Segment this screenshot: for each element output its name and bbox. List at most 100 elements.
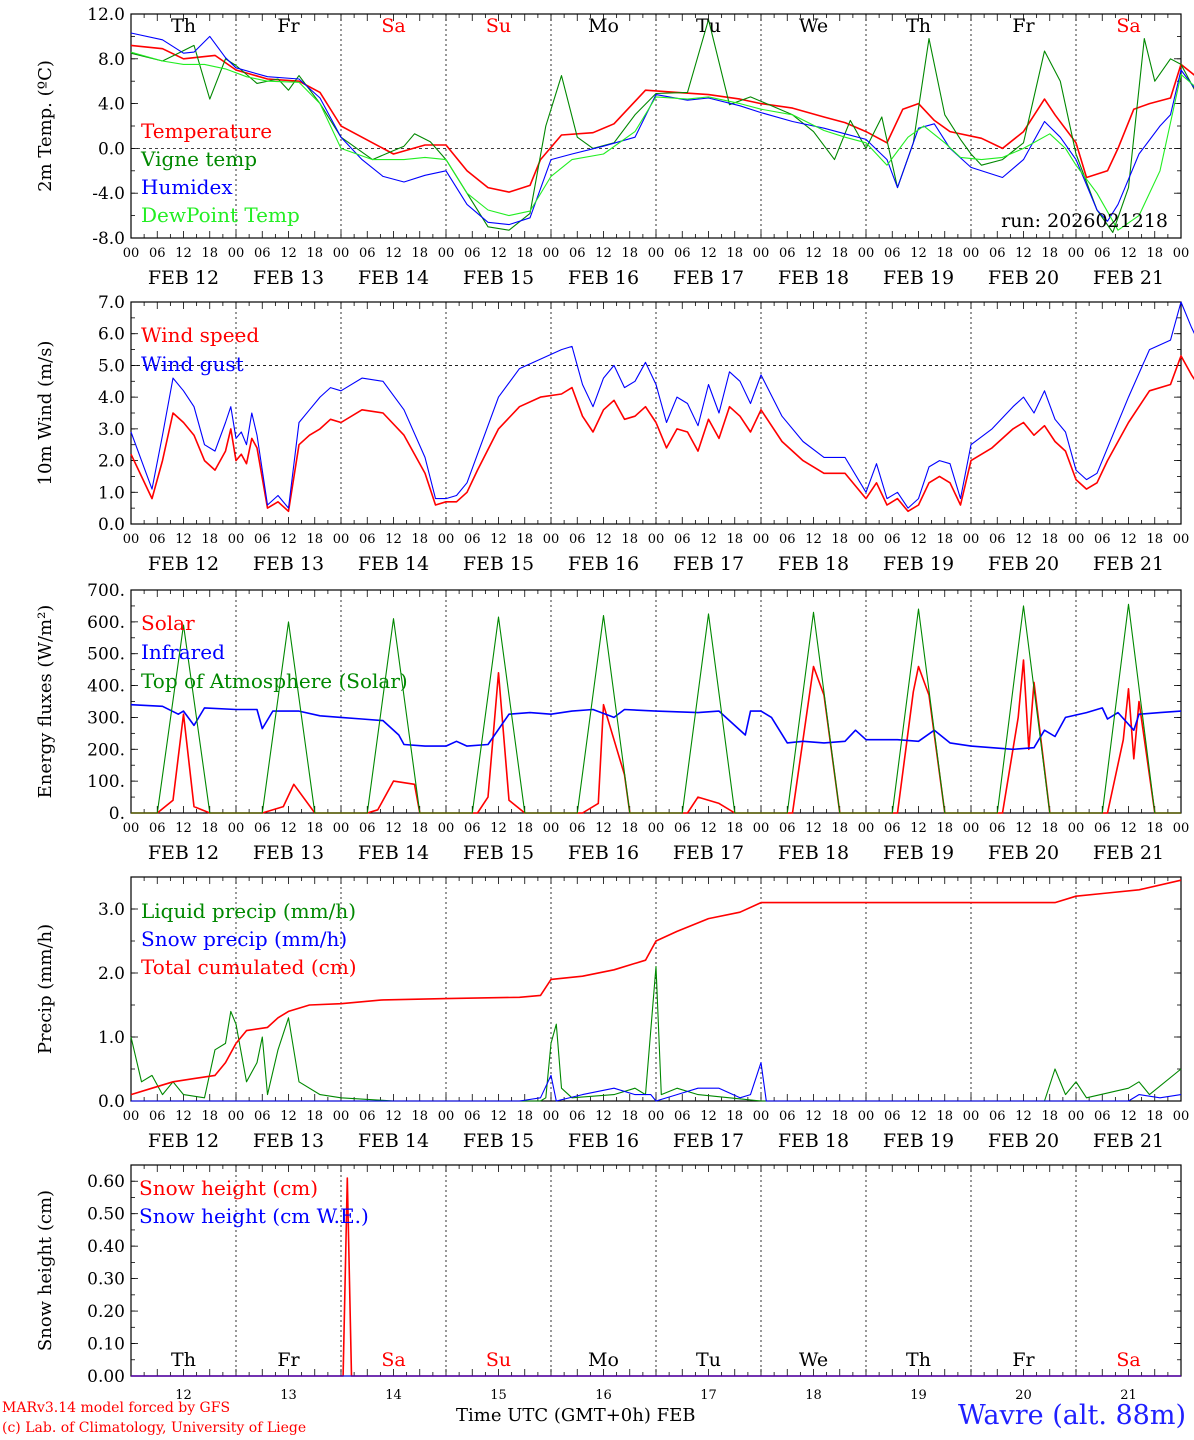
hour-tick-label: 12 xyxy=(595,1109,612,1124)
credit-lab: (c) Lab. of Climatology, University of L… xyxy=(2,1420,307,1436)
hour-tick-label: 18 xyxy=(936,246,953,261)
date-label: FEB 19 xyxy=(883,842,954,864)
hour-tick-label: 12 xyxy=(700,532,717,547)
hour-tick-label: 06 xyxy=(254,821,271,836)
y-tick-label: 1.0 xyxy=(98,483,125,503)
date-label: FEB 19 xyxy=(883,553,954,575)
hour-tick-label: 18 xyxy=(1041,246,1058,261)
legend-entry: Humidex xyxy=(141,175,233,199)
hour-tick-label: 06 xyxy=(674,532,691,547)
date-label: FEB 18 xyxy=(778,553,849,575)
y-tick-label: 3.0 xyxy=(98,900,125,920)
hour-tick-label: 12 xyxy=(280,821,297,836)
series-line-total-cumulated-cm- xyxy=(130,879,1182,1096)
hour-tick-label: 00 xyxy=(648,1109,665,1124)
hour-tick-label: 12 xyxy=(385,1109,402,1124)
hour-tick-label: 06 xyxy=(884,821,901,836)
hour-tick-label: 18 xyxy=(306,821,323,836)
date-label: FEB 15 xyxy=(463,553,534,575)
weekday-label: Su xyxy=(486,15,511,37)
day-number-label: 12 xyxy=(175,1388,192,1400)
hour-tick-label: 18 xyxy=(726,532,743,547)
hour-tick-label: 12 xyxy=(595,821,612,836)
weekday-label: Fr xyxy=(1012,15,1035,37)
hour-tick-label: 00 xyxy=(1173,821,1190,836)
date-label: FEB 13 xyxy=(253,553,324,575)
hour-tick-label: 06 xyxy=(674,821,691,836)
hour-tick-label: 12 xyxy=(805,532,822,547)
hour-tick-label: 00 xyxy=(1068,821,1085,836)
hour-tick-label: 18 xyxy=(1146,246,1163,261)
hour-tick-label: 00 xyxy=(1068,1109,1085,1124)
y-axis-label: Energy fluxes (W/m²) xyxy=(35,605,56,799)
hour-tick-label: 18 xyxy=(726,821,743,836)
series-line-vigne-temp xyxy=(130,19,1194,233)
legend-entry: Wind speed xyxy=(141,323,259,347)
hour-tick-label: 12 xyxy=(490,246,507,261)
hour-tick-label: 18 xyxy=(831,246,848,261)
hour-tick-label: 00 xyxy=(123,1109,140,1124)
hour-tick-label: 00 xyxy=(753,532,770,547)
hour-tick-label: 00 xyxy=(543,532,560,547)
credit-model: MARv3.14 model forced by GFS xyxy=(2,1400,231,1416)
date-label: FEB 16 xyxy=(568,267,639,289)
hour-tick-label: 18 xyxy=(516,1109,533,1124)
hour-tick-label: 00 xyxy=(333,246,350,261)
weekday-label: Mo xyxy=(588,15,619,37)
hour-tick-label: 00 xyxy=(438,1109,455,1124)
hour-tick-label: 06 xyxy=(674,246,691,261)
hour-tick-label: 12 xyxy=(805,821,822,836)
hour-tick-label: 18 xyxy=(621,246,638,261)
hour-tick-label: 00 xyxy=(858,1109,875,1124)
hour-tick-label: 06 xyxy=(149,246,166,261)
hour-tick-label: 06 xyxy=(1094,1109,1111,1124)
series-line-humidex xyxy=(130,32,1194,226)
date-label: FEB 21 xyxy=(1093,553,1164,575)
y-tick-label: 5.0 xyxy=(98,356,125,376)
hour-tick-label: 12 xyxy=(1120,821,1137,836)
hour-tick-label: 18 xyxy=(516,532,533,547)
hour-tick-label: 00 xyxy=(1173,532,1190,547)
date-label: FEB 12 xyxy=(148,267,219,289)
run-label: run: 2026021218 xyxy=(1001,210,1168,232)
weekday-label: Fr xyxy=(277,15,300,37)
y-tick-label: -4.0 xyxy=(92,184,125,204)
hour-tick-label: 06 xyxy=(359,1109,376,1124)
hour-tick-label: 18 xyxy=(201,246,218,261)
weekday-label: Tu xyxy=(696,15,721,37)
date-label: FEB 13 xyxy=(253,842,324,864)
hour-tick-label: 00 xyxy=(963,821,980,836)
date-label: FEB 21 xyxy=(1093,267,1164,289)
weekday-label: Th xyxy=(906,1349,931,1371)
hour-tick-label: 06 xyxy=(569,246,586,261)
hour-tick-label: 18 xyxy=(516,246,533,261)
hour-tick-label: 18 xyxy=(1041,821,1058,836)
y-tick-label: 100. xyxy=(87,772,125,792)
date-label: FEB 19 xyxy=(883,267,954,289)
day-number-label: 21 xyxy=(1120,1388,1137,1400)
hour-tick-label: 18 xyxy=(1146,1109,1163,1124)
hour-tick-label: 00 xyxy=(753,821,770,836)
hour-tick-label: 12 xyxy=(910,532,927,547)
hour-tick-label: 00 xyxy=(858,532,875,547)
chart-panel-1: -8.0 -4.0 0.0 4.0 8.0 12.0 2m Temp. (ºC) Temper… xyxy=(35,5,1194,289)
hour-tick-label: 00 xyxy=(648,821,665,836)
hour-tick-label: 00 xyxy=(963,532,980,547)
hour-tick-label: 18 xyxy=(1041,1109,1058,1124)
date-label: FEB 20 xyxy=(988,553,1059,575)
weekday-label: We xyxy=(799,15,828,37)
hour-tick-label: 06 xyxy=(254,1109,271,1124)
chart-panel-3: 0. 100. 200. 300. 400. 500. 600. 700. Energy flu… xyxy=(35,581,1189,864)
hour-tick-label: 12 xyxy=(280,246,297,261)
hour-tick-label: 18 xyxy=(1041,532,1058,547)
hour-tick-label: 12 xyxy=(175,821,192,836)
date-label: FEB 14 xyxy=(358,553,429,575)
hour-tick-label: 00 xyxy=(858,821,875,836)
date-label: FEB 15 xyxy=(463,1130,534,1152)
hour-tick-label: 18 xyxy=(1146,821,1163,836)
hour-tick-label: 18 xyxy=(201,821,218,836)
hour-tick-label: 06 xyxy=(884,246,901,261)
hour-tick-label: 06 xyxy=(359,246,376,261)
y-tick-label: 1.0 xyxy=(98,1028,125,1048)
hour-tick-label: 06 xyxy=(989,821,1006,836)
